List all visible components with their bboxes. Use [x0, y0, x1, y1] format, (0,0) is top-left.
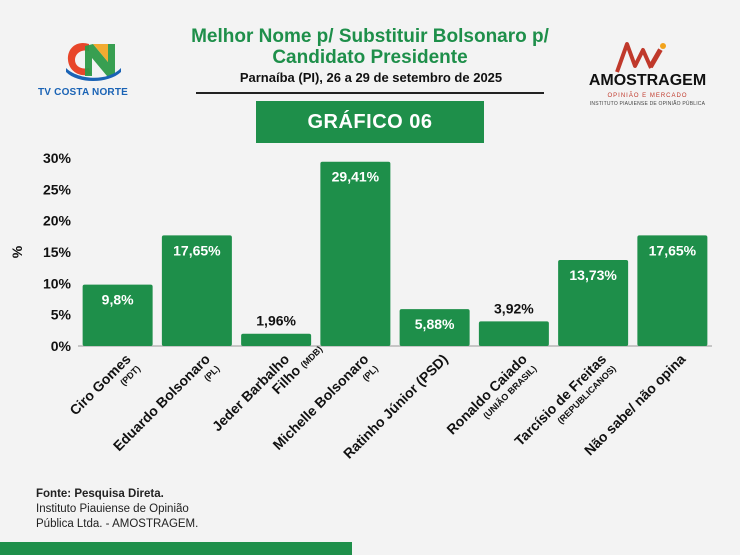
y-tick-label: 15%	[43, 244, 72, 260]
data-label: 17,65%	[649, 242, 697, 258]
data-label: 5,88%	[415, 316, 455, 332]
data-label: 3,92%	[494, 300, 534, 316]
source-line-2: Instituto Piauiense de Opinião	[36, 503, 189, 515]
chart-number-badge: GRÁFICO 06	[256, 101, 484, 143]
bar	[399, 309, 470, 346]
amostragem-mark-icon	[615, 42, 666, 73]
bar	[320, 161, 391, 346]
y-tick-label: 30%	[43, 150, 72, 166]
y-tick-label: 5%	[51, 307, 72, 323]
y-tick-label: 20%	[43, 213, 72, 229]
amostragem-brand: AMOSTRAGEM	[588, 72, 707, 89]
y-tick-label: 10%	[43, 275, 72, 291]
bar	[558, 259, 629, 346]
bar	[82, 284, 153, 346]
y-tick-label: 25%	[43, 181, 72, 197]
amostragem-logo: AMOSTRAGEM OPINIÃO E MERCADO INSTITUTO P…	[585, 38, 710, 112]
x-tick-label: Ciro Gomes(PDT)	[66, 351, 142, 419]
tv-costa-norte-logo: TV COSTA NORTE	[35, 38, 150, 104]
bar	[161, 235, 232, 346]
y-axis-label: %	[9, 245, 25, 258]
source-note: Fonte: Pesquisa Direta. Instituto Piauie…	[36, 487, 198, 532]
bar	[478, 321, 549, 346]
chart-subtitle: Parnaíba (PI), 26 a 29 de setembro de 20…	[239, 70, 503, 85]
data-label: 9,8%	[102, 292, 134, 308]
source-line-1: Fonte: Pesquisa Direta.	[36, 488, 164, 500]
category-party: (MDB)	[299, 344, 325, 370]
y-tick-label: 0%	[51, 338, 72, 354]
bar	[637, 235, 708, 346]
category-name: Ronaldo Caiado	[443, 351, 530, 438]
data-label: 17,65%	[173, 242, 221, 258]
amostragem-tagline: OPINIÃO E MERCADO	[607, 93, 688, 99]
data-label: 1,96%	[256, 313, 296, 329]
bottom-accent-bar	[0, 542, 352, 555]
amostragem-institute: INSTITUTO PIAUIENSE DE OPINIÃO PÚBLICA	[589, 101, 706, 107]
bar	[241, 333, 312, 346]
data-label: 13,73%	[569, 267, 617, 283]
cn-logo-icon	[66, 42, 121, 81]
chart-title: Melhor Nome p/ Substituir Bolsonaro p/ C…	[191, 26, 549, 68]
tv-costa-norte-label: TV COSTA NORTE	[38, 87, 129, 98]
source-line-3: Pública Ltda. - AMOSTRAGEM.	[36, 518, 199, 530]
data-label: 29,41%	[332, 169, 380, 185]
title-divider	[196, 92, 544, 94]
